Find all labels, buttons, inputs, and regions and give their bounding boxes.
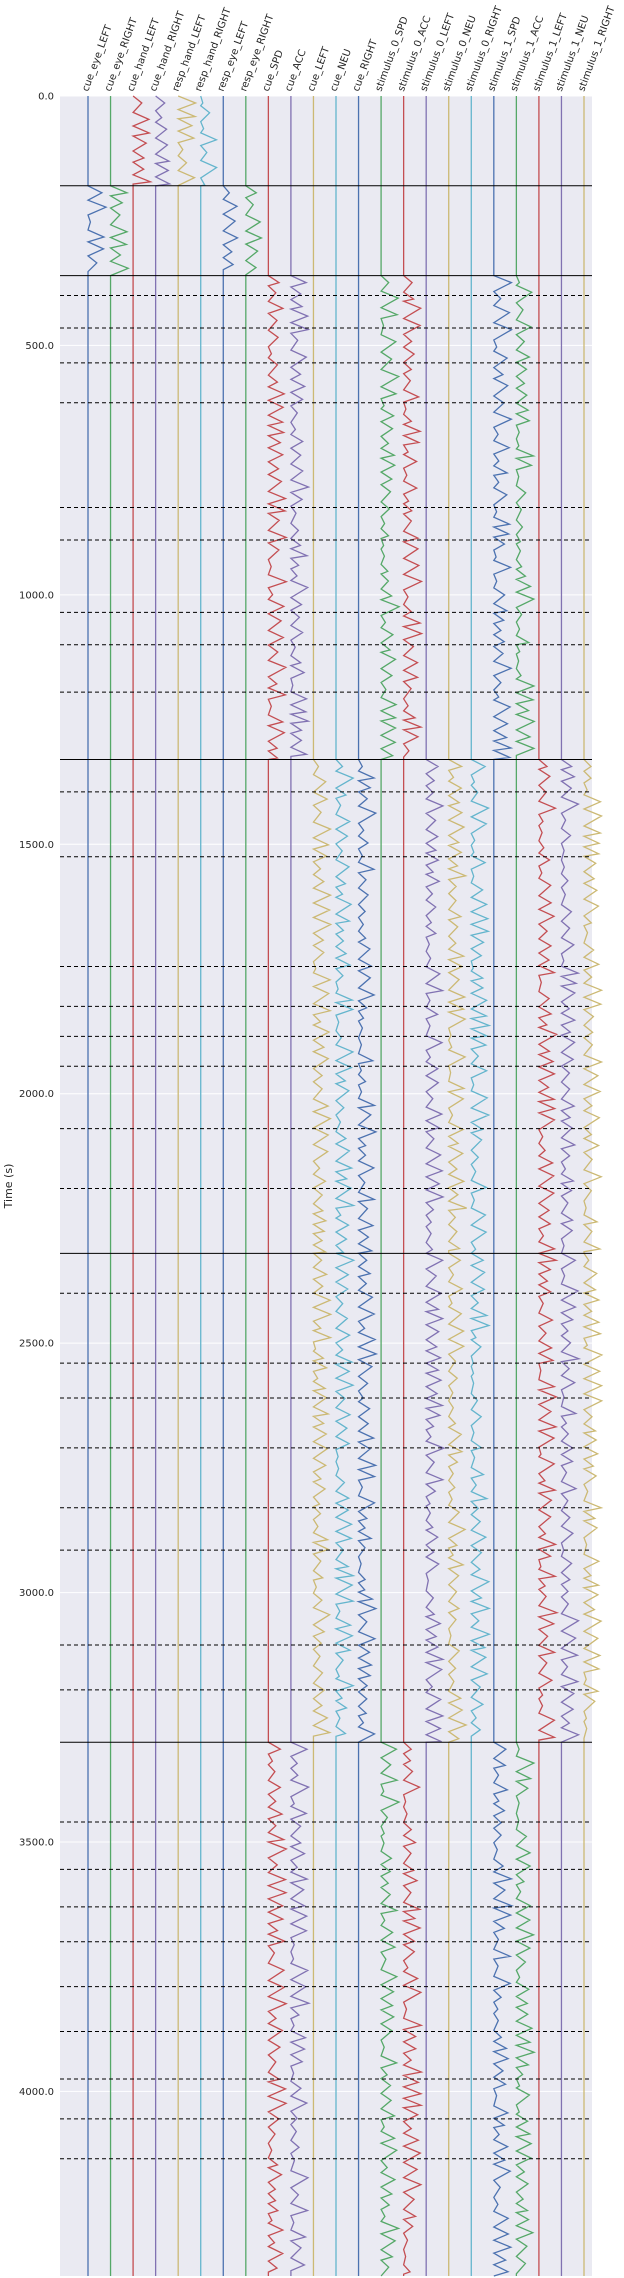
y-tick-label: 0.0	[38, 92, 54, 103]
channel-trace	[86, 96, 108, 2276]
channel-label: cue_SPD	[261, 49, 286, 94]
channel-trace	[199, 95, 219, 2276]
channel-trace	[559, 96, 582, 2276]
y-tick-label: 1500.0	[19, 840, 54, 851]
channel-traces	[86, 95, 604, 2277]
channel-trace	[536, 96, 560, 2276]
channel-trace	[581, 96, 604, 2276]
channel-trace	[311, 96, 333, 2276]
y-axis-label: Time (s)	[2, 1164, 15, 1210]
channel-label: cue_ACC	[283, 48, 308, 93]
channel-trace	[153, 95, 172, 2276]
channel-trace	[244, 96, 264, 2276]
channel-trace	[108, 96, 130, 2276]
y-tick-label: 3500.0	[19, 1837, 54, 1848]
channel-trace	[288, 96, 312, 2276]
channel-trace	[423, 96, 446, 2276]
gridlines	[60, 95, 592, 2092]
channel-trace	[514, 96, 537, 2276]
channel-trace	[176, 95, 198, 2276]
channel-trace	[265, 96, 289, 2276]
channel-trace	[446, 96, 468, 2276]
channel-labels: cue_eye_LEFTcue_eye_RIGHTcue_hand_LEFTcu…	[80, 4, 617, 93]
y-tick-label: 2000.0	[19, 1089, 54, 1100]
y-tick-label: 500.0	[25, 341, 54, 352]
channel-label: cue_LEFT	[306, 45, 333, 93]
y-tick-label: 3000.0	[19, 1588, 54, 1599]
plot-background	[60, 96, 592, 2276]
channel-trace	[491, 96, 515, 2277]
channel-trace	[131, 95, 153, 2276]
channel-label: cue_NEU	[328, 48, 353, 93]
run-boundaries	[60, 185, 592, 2160]
y-tick-label: 2500.0	[19, 1339, 54, 1350]
channel-trace	[401, 96, 424, 2276]
channel-trace	[221, 96, 239, 2276]
channel-trace	[468, 96, 492, 2276]
y-tick-labels: 0.0 500.0 1000.0 1500.0 2000.0 2500.0 3000.0 35…	[19, 92, 54, 2098]
y-tick-label: 4000.0	[19, 2087, 54, 2098]
y-tick-label: 1000.0	[19, 590, 54, 601]
channel-trace	[379, 96, 401, 2277]
